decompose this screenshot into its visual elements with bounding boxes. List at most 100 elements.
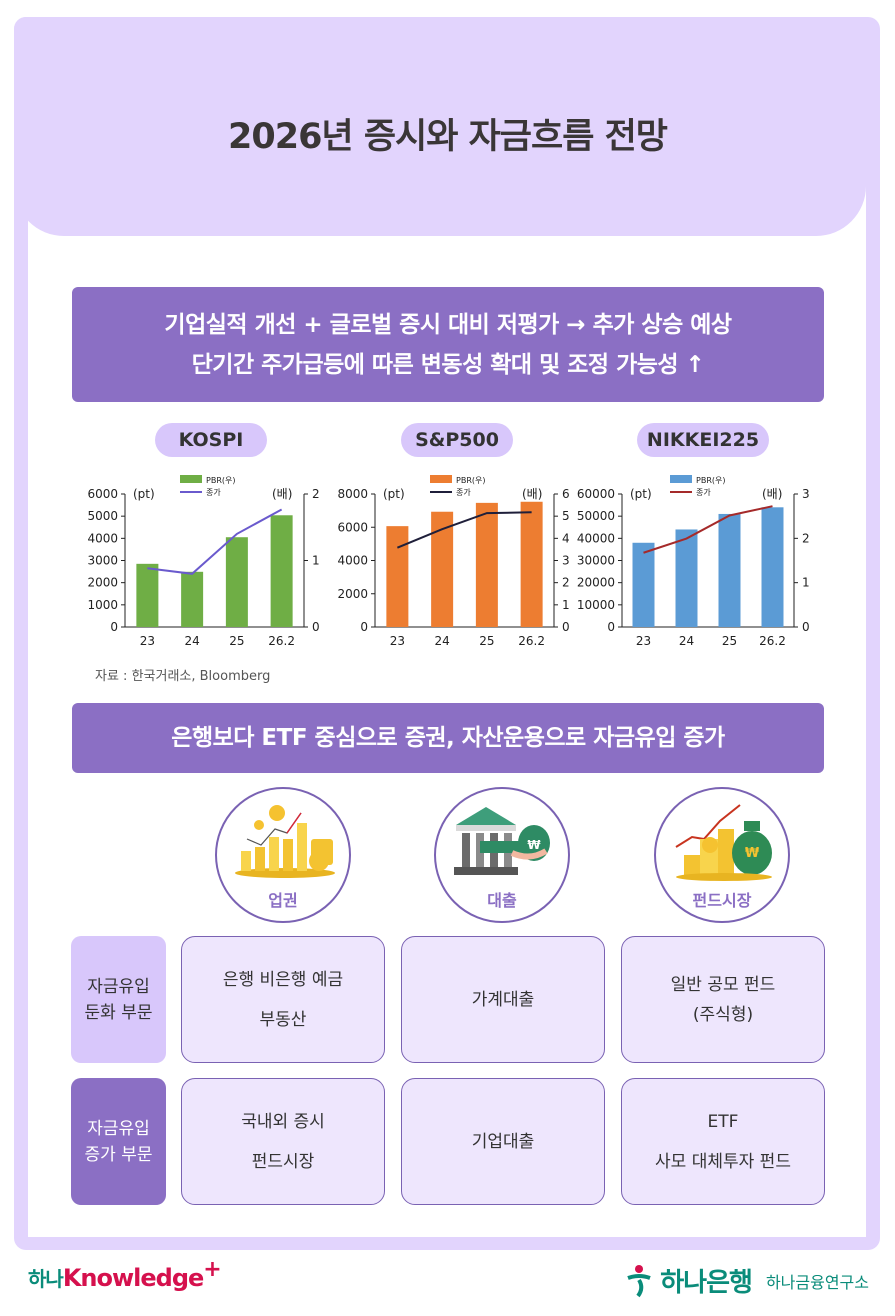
category-label-fund: 펀드시장 (692, 891, 752, 910)
svg-text:24: 24 (679, 634, 694, 648)
hana-bank-text: 하나은행 (660, 1268, 753, 1298)
svg-text:50000: 50000 (577, 509, 615, 523)
row-label-increasing-inflow: 자금유입 증가 부문 (71, 1078, 166, 1205)
svg-text:24: 24 (184, 634, 199, 648)
svg-text:PBR(우): PBR(우) (696, 476, 725, 485)
svg-text:2: 2 (312, 487, 320, 501)
svg-text:PBR(우): PBR(우) (456, 476, 485, 485)
chart-nikkei-svg: PBR(우) 종가 (pt) (배) 0 10000 20000 30000 40000 5000… (577, 475, 810, 648)
svg-text:2000: 2000 (87, 576, 118, 590)
chart-source-note: 자료 : 한국거래소, Bloomberg (95, 669, 271, 684)
svg-text:25: 25 (229, 634, 244, 648)
category-label-sector: 업권 (268, 891, 298, 910)
row-label-slowing-inflow: 자금유입 둔화 부문 (71, 936, 166, 1063)
svg-text:(배): (배) (522, 487, 542, 501)
svg-text:25: 25 (722, 634, 737, 648)
svg-text:6000: 6000 (87, 487, 118, 501)
category-circle-loan: ₩ 대출 (434, 787, 570, 923)
svg-text:0: 0 (802, 620, 810, 634)
cell-increasing-sector: 국내외 증시 펀드시장 (181, 1078, 385, 1205)
svg-text:(배): (배) (762, 487, 782, 501)
svg-text:종가: 종가 (206, 488, 221, 497)
cell-increasing-loan: 기업대출 (401, 1078, 605, 1205)
chart-title-kospi: KOSPI (155, 423, 267, 457)
cell-slowing-fund: 일반 공모 펀드 (주식형) (621, 936, 825, 1063)
svg-text:23: 23 (390, 634, 405, 648)
cell-increasing-fund: ETF 사모 대체투자 펀드 (621, 1078, 825, 1205)
chart-title-sp500: S&P500 (401, 423, 513, 457)
chart-title-nikkei: NIKKEI225 (637, 423, 769, 457)
bank-loan-icon: ₩ (454, 807, 550, 875)
category-circle-fund: ₩ 펀드시장 (654, 787, 790, 923)
svg-text:26.2: 26.2 (518, 634, 545, 648)
svg-text:1: 1 (312, 554, 320, 568)
category-label-loan: 대출 (487, 891, 517, 910)
svg-text:20000: 20000 (577, 576, 615, 590)
summary-banner: 기업실적 개선 + 글로벌 증시 대비 저평가 → 추가 상승 예상 단기간 주… (72, 287, 824, 402)
hana-bank-logo: 하나은행 하나금융연구소 (626, 1262, 869, 1299)
money-bag-growth-icon: ₩ (675, 804, 772, 881)
svg-text:23: 23 (636, 634, 651, 648)
svg-text:1: 1 (562, 598, 570, 612)
svg-text:PBR(우): PBR(우) (206, 476, 235, 485)
chart-kospi-svg: PBR(우) 종가 (pt) (배) 0 1000 2000 3000 4000 5000 6000… (87, 475, 320, 648)
chart-sp500-svg: PBR(우)종가(pt) (배)0200040006000800001234562… (337, 475, 570, 648)
svg-text:3: 3 (562, 554, 570, 568)
svg-text:60000: 60000 (577, 487, 615, 501)
category-circle-sector: 업권 (215, 787, 351, 923)
summary-line-1: 기업실적 개선 + 글로벌 증시 대비 저평가 → 추가 상승 예상 (164, 312, 732, 338)
svg-text:(pt): (pt) (630, 487, 652, 501)
svg-text:26.2: 26.2 (759, 634, 786, 648)
chart-sp500: PBR(우) 종가 (pt) (배) 0 2000 4000 6000 8000 0 1 2 3 4 5 6 2… (330, 470, 590, 655)
svg-text:0: 0 (562, 620, 570, 634)
svg-text:2: 2 (802, 531, 810, 545)
chart-nikkei: PBR(우) 종가 (pt) (배) 0 10000 20000 30000 40000 5000… (570, 470, 830, 655)
svg-text:23: 23 (140, 634, 155, 648)
hana-knowledge-logo: 하나Knowledge+ (28, 1257, 222, 1292)
svg-text:30000: 30000 (577, 554, 615, 568)
svg-text:4000: 4000 (337, 554, 368, 568)
svg-text:8000: 8000 (337, 487, 368, 501)
svg-text:종가: 종가 (456, 488, 471, 497)
fund-flow-banner: 은행보다 ETF 중심으로 증권, 자산운용으로 자금유입 증가 (72, 703, 824, 773)
svg-text:6: 6 (562, 487, 570, 501)
svg-text:2000: 2000 (337, 587, 368, 601)
logo-knowledge-text: Knowledge (62, 1264, 204, 1292)
cell-slowing-loan: 가계대출 (401, 936, 605, 1063)
summary-line-2: 단기간 주가급등에 따른 변동성 확대 및 조정 가능성 ↑ (191, 352, 705, 378)
svg-text:24: 24 (434, 634, 449, 648)
svg-text:3000: 3000 (87, 554, 118, 568)
cell-slowing-sector: 은행 비은행 예금 부동산 (181, 936, 385, 1063)
chart-kospi: PBR(우) 종가 (pt) (배) 0 1000 2000 3000 4000 5000 6000… (80, 470, 340, 655)
hana-bank-symbol-icon (627, 1264, 651, 1297)
svg-text:1: 1 (802, 576, 810, 590)
svg-text:₩: ₩ (745, 846, 760, 861)
svg-text:5000: 5000 (87, 509, 118, 523)
svg-text:(배): (배) (272, 487, 292, 501)
svg-text:5: 5 (562, 509, 570, 523)
svg-text:2: 2 (562, 576, 570, 590)
svg-text:(pt): (pt) (133, 487, 155, 501)
svg-text:4000: 4000 (87, 531, 118, 545)
plus-icon: + (203, 1257, 221, 1282)
svg-text:40000: 40000 (577, 531, 615, 545)
rising-coins-chart-icon (235, 805, 335, 878)
logo-hana-text: 하나 (28, 1267, 64, 1291)
svg-text:0: 0 (110, 620, 118, 634)
svg-text:(pt): (pt) (383, 487, 405, 501)
svg-text:3: 3 (802, 487, 810, 501)
svg-text:1000: 1000 (87, 598, 118, 612)
page-title: 2026년 증시와 자금흐름 전망 (228, 117, 668, 157)
svg-text:0: 0 (360, 620, 368, 634)
svg-text:₩: ₩ (527, 838, 541, 852)
svg-text:4: 4 (562, 531, 570, 545)
svg-text:10000: 10000 (577, 598, 615, 612)
header-background (14, 17, 866, 236)
svg-text:25: 25 (479, 634, 494, 648)
svg-text:26.2: 26.2 (268, 634, 295, 648)
svg-text:6000: 6000 (337, 520, 368, 534)
svg-text:0: 0 (607, 620, 615, 634)
hana-institute-text: 하나금융연구소 (765, 1272, 869, 1292)
svg-text:종가: 종가 (696, 488, 711, 497)
svg-text:0: 0 (312, 620, 320, 634)
